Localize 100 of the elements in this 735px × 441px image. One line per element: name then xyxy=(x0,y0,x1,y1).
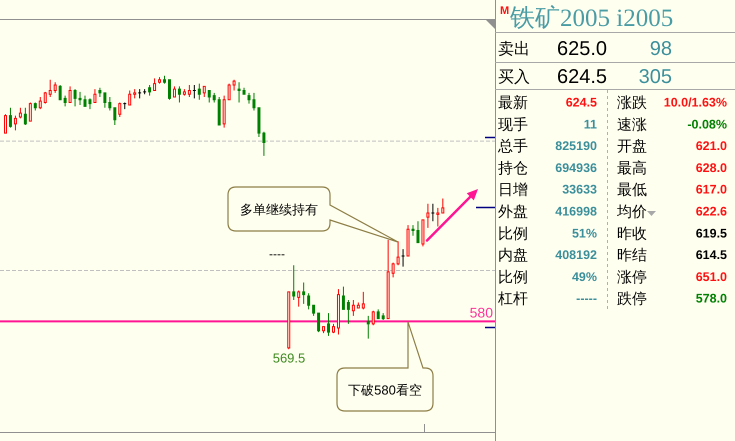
candlestick xyxy=(158,76,162,84)
candlestick xyxy=(202,86,206,98)
text: 涨停 xyxy=(617,268,647,286)
text: 涨跌 xyxy=(617,94,647,112)
candlestick xyxy=(122,102,127,110)
text: 617.0 xyxy=(696,182,728,197)
annotation: ---- xyxy=(269,247,285,261)
text: 619.5 xyxy=(696,226,728,240)
candlestick xyxy=(242,87,246,95)
candlestick xyxy=(252,92,256,111)
text: ----- xyxy=(576,292,597,306)
text: 98 xyxy=(650,38,672,60)
text: 49% xyxy=(572,270,597,284)
text: 卖出 xyxy=(498,40,530,58)
candlestick xyxy=(138,88,142,99)
candlestick xyxy=(74,88,77,107)
candlestick xyxy=(28,102,32,122)
candlestick xyxy=(307,292,310,310)
text: 昨结 xyxy=(617,247,647,264)
candlestick xyxy=(312,304,316,316)
text: 305 xyxy=(638,66,672,88)
text: 均价 xyxy=(616,204,647,220)
candlestick xyxy=(332,323,335,334)
candlestick xyxy=(64,95,67,107)
text: -0.08% xyxy=(687,117,727,132)
candlestick xyxy=(238,82,241,104)
candlestick xyxy=(401,248,406,268)
text: 比例 xyxy=(498,225,528,242)
text: 日增 xyxy=(498,182,528,199)
candlestick xyxy=(412,224,414,236)
candlestick xyxy=(182,88,186,96)
candlestick xyxy=(352,300,355,316)
candlestick xyxy=(396,240,400,266)
candlestick xyxy=(98,87,102,98)
text: 33633 xyxy=(562,182,598,197)
text: 下破580看空 xyxy=(348,382,422,398)
candlestick xyxy=(406,224,410,256)
annotation: 569.5 xyxy=(272,350,306,366)
text: 现手 xyxy=(498,116,528,134)
candlestick xyxy=(257,107,260,138)
text: 614.5 xyxy=(696,248,728,262)
candlestick xyxy=(168,79,171,100)
candlestick xyxy=(228,83,231,100)
candlestick xyxy=(24,107,27,126)
candlestick xyxy=(392,262,395,278)
candlestick xyxy=(426,203,430,228)
candlestick xyxy=(376,308,380,320)
text: 内盘 xyxy=(498,247,528,264)
candlestick xyxy=(192,84,196,99)
text: 416998 xyxy=(555,204,598,218)
candlestick xyxy=(262,131,266,156)
candlestick xyxy=(436,207,440,227)
text: 624.5 xyxy=(557,66,608,88)
text: 总手 xyxy=(497,138,528,156)
candlestick xyxy=(178,86,181,104)
text: 694936 xyxy=(555,160,598,175)
candlestick xyxy=(356,302,360,308)
text: 最新 xyxy=(498,94,528,112)
candlestick xyxy=(58,84,62,100)
candlestick xyxy=(148,84,152,96)
candlestick xyxy=(322,326,326,334)
candlestick xyxy=(218,96,221,126)
candlestick xyxy=(93,88,96,104)
candlestick xyxy=(421,219,424,247)
candlestick xyxy=(113,107,116,126)
candlestick xyxy=(34,102,37,111)
candlestick xyxy=(248,92,250,104)
text: 昨收 xyxy=(617,225,647,242)
text: 825190 xyxy=(555,139,598,154)
candlestick xyxy=(386,239,390,320)
candlestick xyxy=(342,286,345,310)
candlestick xyxy=(327,312,330,336)
text: 408192 xyxy=(555,248,598,262)
candlestick xyxy=(8,107,12,128)
candlestick xyxy=(4,114,7,134)
candlestick xyxy=(18,107,22,119)
annotation: 580 xyxy=(470,304,494,320)
text: 铁矿2005 i2005 xyxy=(509,4,674,32)
text: 杠杆 xyxy=(497,290,528,308)
candlestick xyxy=(430,203,435,222)
candlestick xyxy=(198,83,201,100)
candlestick xyxy=(336,288,340,336)
candlestick xyxy=(302,282,306,304)
candlestick xyxy=(38,96,42,110)
text: 578.0 xyxy=(696,292,728,306)
candlestick xyxy=(232,79,236,91)
candlestick xyxy=(133,88,136,99)
candlestick xyxy=(362,291,365,310)
text: 最高 xyxy=(617,160,647,177)
candlestick xyxy=(212,92,216,104)
text: 622.6 xyxy=(696,204,728,218)
candlestick xyxy=(78,91,82,106)
candlestick xyxy=(297,290,300,308)
text: 速涨 xyxy=(617,116,647,134)
text: 持仓 xyxy=(498,160,528,177)
candlestick xyxy=(84,95,86,107)
candlestick xyxy=(108,96,112,111)
text: 11 xyxy=(584,117,598,132)
text: 跌停 xyxy=(617,290,647,308)
candlestick xyxy=(416,220,420,244)
